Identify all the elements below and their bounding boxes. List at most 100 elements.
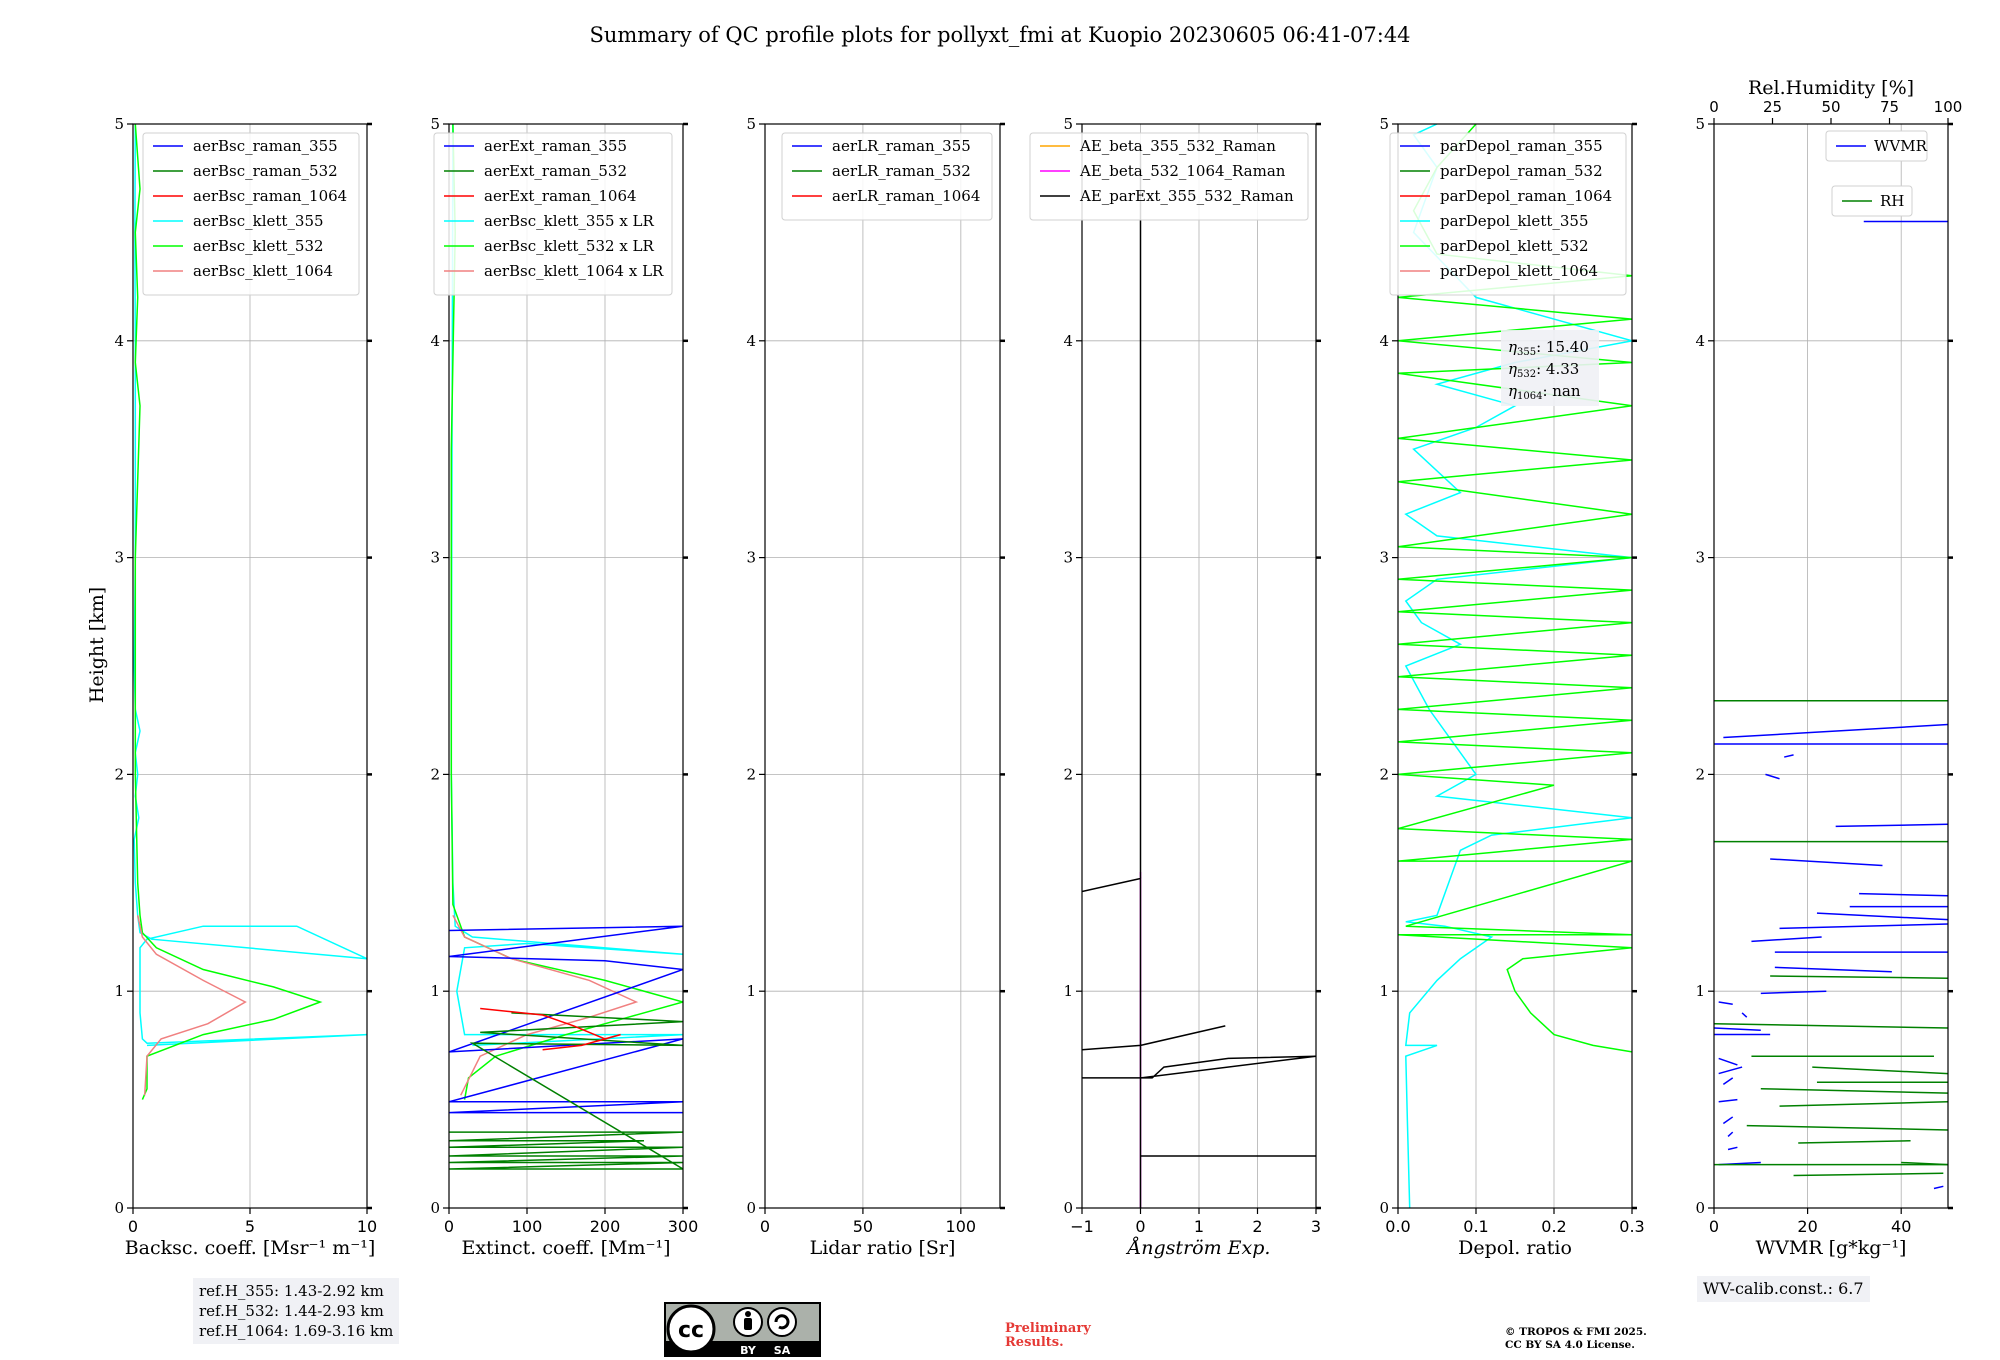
series-aerBsc_klett_532 [134,124,323,1100]
wvmr-segment [1714,1027,1761,1031]
rh-segment [1793,1172,1944,1177]
wvmr-segment [1765,773,1780,780]
top-tick-label: 100 [1934,98,1963,116]
y-tick-label: 2 [1379,765,1389,783]
wvmr-segment [1779,923,1948,930]
panel-lr: 0 50 100 0 1 2 3 4 5 Lidar ratio [Sr] aerLR_raman_… [746,115,1005,1259]
axes-frame [448,123,684,1209]
x-tick-label: 10 [357,1217,377,1236]
legend-label: aerExt_raman_355 [484,137,627,155]
copyright-line-2: CC BY SA 4.0 License. [1505,1339,1635,1351]
wvmr-segment [1741,1012,1748,1018]
rh-segment [1798,1140,1911,1144]
x-axis-label: Depol. ratio [1458,1237,1572,1259]
legend-label: parDepol_klett_1064 [1440,262,1598,280]
y-tick-label: 3 [1695,549,1705,567]
svg-text:BY: BY [740,1344,757,1357]
x-tick-label: 1 [1194,1217,1204,1236]
y-tick-label: 1 [1695,982,1705,1000]
x-tick-label: 0 [1709,1217,1719,1236]
wvmr-segment [1723,723,1948,739]
y-tick-label: 5 [114,115,124,133]
x-tick-label: 40 [1891,1217,1911,1236]
series-aerExt_raman_355 [449,925,683,1114]
x-axis-label: Ångström Exp. [1126,1237,1271,1259]
rh-segment [1812,1066,1948,1075]
series-aerExt_raman_532 [449,1012,683,1170]
y-tick-label: 0 [1379,1199,1389,1217]
legend-frame [433,132,673,296]
wvmr-segment [1859,892,1948,897]
ref-height-1064: ref.H_1064: 1.69-3.16 km [199,1322,394,1340]
y-tick-label: 2 [114,765,124,783]
legend-label: AE_beta_355_532_Raman [1079,137,1276,155]
axes-frame [1397,123,1633,1209]
wvmr-segment [1816,912,1948,921]
legend-frame [1029,132,1309,221]
axes-frame [764,123,1001,1209]
wv-calib-box: WV-calib.const.: 6.7 [1697,1276,1870,1302]
top-axis-label: Rel.Humidity [%] [1748,77,1914,99]
annotation-line: η355: 15.40 [1508,338,1589,358]
x-tick-label: 0.1 [1463,1217,1488,1236]
x-tick-label: 0.0 [1385,1217,1410,1236]
legend-label: aerBsc_raman_1064 [193,187,347,205]
y-tick-label: 0 [430,1199,440,1217]
x-tick-label: 200 [590,1217,621,1236]
legend-label: aerBsc_klett_1064 [193,262,333,280]
axes-frame [1713,123,1949,1209]
y-tick-label: 3 [114,549,124,567]
rh-segment [1714,1022,1948,1029]
legend-label: aerExt_raman_532 [484,162,627,180]
wvmr-segment [1751,936,1822,943]
legend-label: AE_parExt_355_532_Raman [1079,187,1294,205]
y-tick-label: 0 [1063,1199,1073,1217]
wv-calib-text: WV-calib.const.: 6.7 [1703,1279,1864,1298]
x-tick-label: −1 [1070,1217,1094,1236]
y-tick-label: 1 [430,982,440,1000]
rh-segment [1746,1124,1948,1131]
svg-text:cc: cc [678,1318,704,1343]
series-group [449,124,683,1170]
y-tick-label: 3 [746,549,756,567]
series-group [1082,145,1316,1208]
x-axis-label: Lidar ratio [Sr] [810,1237,956,1259]
y-tick-label: 1 [1379,982,1389,1000]
legend-label: aerExt_raman_1064 [484,187,637,205]
annotation-line: η532: 4.33 [1508,360,1579,380]
wvmr-segment [1933,1185,1944,1190]
wvmr-segment [1718,1066,1743,1075]
copyright-note: © TROPOS & FMI 2025. CC BY SA 4.0 Licens… [1505,1326,1647,1352]
top-tick-label: 0 [1709,98,1719,116]
legend-frame [142,132,360,296]
legend-label: aerBsc_raman_532 [193,162,338,180]
wvmr-segment [1722,1077,1734,1086]
legend-label: aerBsc_klett_355 [193,212,324,230]
ref-height-355: ref.H_355: 1.43-2.92 km [199,1282,384,1300]
y-tick-label: 0 [1695,1199,1705,1217]
legend-label: parDepol_klett_532 [1440,237,1589,255]
wvmr-segment [1718,1001,1733,1005]
x-tick-label: 0.3 [1619,1217,1644,1236]
wvmr-segment [1722,1116,1734,1125]
legend-label: WVMR [1874,137,1928,155]
series-group [133,124,367,1100]
y-tick-label: 4 [746,332,756,350]
legend-frame [1389,132,1627,296]
x-tick-label: 50 [853,1217,873,1236]
x-tick-label: 0 [1135,1217,1145,1236]
y-tick-label: 3 [1379,549,1389,567]
legend-label: aerBsc_klett_532 x LR [484,237,655,255]
y-tick-label: 4 [1379,332,1389,350]
preliminary-line-2: Results. [1005,1335,1064,1350]
panel-dep: 0.0 0.1 0.2 0.3 0 1 2 3 4 5 Depol. ratio parDepol_r… [1379,115,1644,1259]
wvmr-segment [1760,990,1827,995]
rh-segment [1760,1088,1948,1094]
legend-label: aerBsc_raman_355 [193,137,338,155]
y-tick-label: 5 [1063,115,1073,133]
top-tick-label: 50 [1821,98,1840,116]
y-tick-label: 5 [1695,115,1705,133]
